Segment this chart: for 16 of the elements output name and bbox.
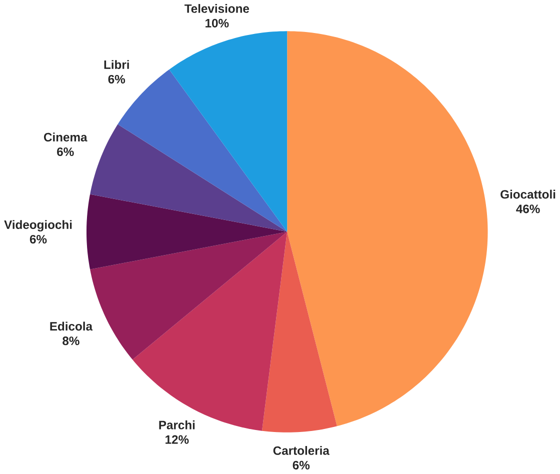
slice-label: Edicola xyxy=(50,322,93,331)
data-label: 6% xyxy=(57,148,74,156)
slice-label: Giocattoli xyxy=(500,190,556,199)
data-label: 6% xyxy=(292,461,310,470)
slice-label: Cinema xyxy=(44,132,88,142)
slice-label: Televisione xyxy=(184,4,250,14)
data-label: 12% xyxy=(166,436,189,444)
slice-label: Libri xyxy=(104,60,129,70)
data-label: 46% xyxy=(516,204,540,214)
slice-label: Videogiochi xyxy=(4,220,72,232)
data-label: 10% xyxy=(206,19,229,28)
slice-label: Cartoleria xyxy=(273,446,330,456)
data-label: 8% xyxy=(62,336,80,346)
data-label: 6% xyxy=(30,235,47,244)
slice-label: Parchi xyxy=(159,420,195,430)
data-label: 6% xyxy=(108,75,126,84)
